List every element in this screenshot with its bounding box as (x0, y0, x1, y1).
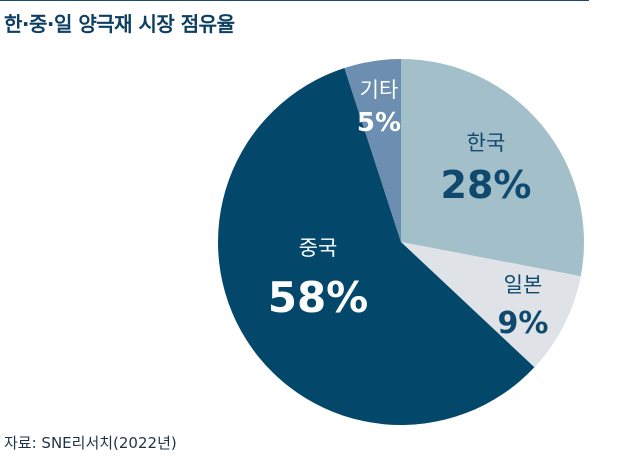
slice-name-label-4: 기타 (360, 78, 399, 102)
chart-title: 한·중·일 양극재 시장 점유율 (4, 12, 235, 36)
slice-value-label-4: 5% (357, 108, 401, 138)
slice-name-label-3: 중국 (299, 236, 338, 260)
slice-value-label-3: 58% (268, 273, 369, 322)
pie-slice-4 (344, 59, 401, 242)
pie-slice-1 (401, 59, 584, 277)
slice-name-label-1: 한국 (467, 131, 506, 155)
slice-value-label-1: 28% (441, 163, 532, 207)
slice-value-label-2: 9% (498, 306, 549, 341)
slice-name-label-2: 일본 (504, 273, 543, 297)
pie-slice-2 (401, 242, 581, 368)
top-rule (0, 0, 589, 1)
pie-slice-3 (217, 67, 535, 425)
source-note: 자료: SNE리서치(2022년) (4, 434, 177, 452)
